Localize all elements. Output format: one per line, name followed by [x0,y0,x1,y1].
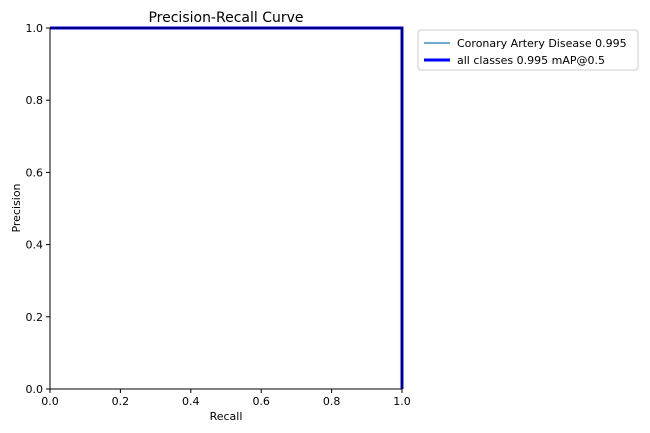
legend: Coronary Artery Disease 0.995 all classes… [417,29,639,71]
x-axis-ticks: 0.0 0.2 0.4 0.6 0.8 1.0 [41,389,411,408]
y-tick-label: 0.0 [26,383,44,396]
series-line-1 [50,27,403,389]
plot-area [49,26,404,390]
plot-frame [49,27,403,390]
series-line-2 [50,26,404,389]
y-axis-ticks: 0.0 0.2 0.4 0.6 0.8 1.0 [26,22,50,396]
x-tick-label: 0.6 [252,395,270,408]
y-axis-title: Precision [10,183,23,232]
x-tick-label: 0.4 [182,395,200,408]
legend-label-2: all classes 0.995 mAP@0.5 [457,54,605,67]
legend-box [417,29,639,71]
legend-label-1: Coronary Artery Disease 0.995 [457,37,627,50]
chart-title: Precision-Recall Curve [148,10,303,26]
y-tick-label: 0.6 [26,166,44,179]
y-tick-label: 1.0 [26,22,44,35]
x-tick-label: 0.2 [112,395,130,408]
x-tick-label: 0.0 [41,395,59,408]
x-tick-label: 1.0 [393,395,411,408]
x-tick-label: 0.8 [323,395,341,408]
y-tick-label: 0.2 [26,311,44,324]
y-tick-label: 0.4 [26,239,44,252]
y-tick-label: 0.8 [26,94,44,107]
x-axis-title: Recall [210,410,243,423]
